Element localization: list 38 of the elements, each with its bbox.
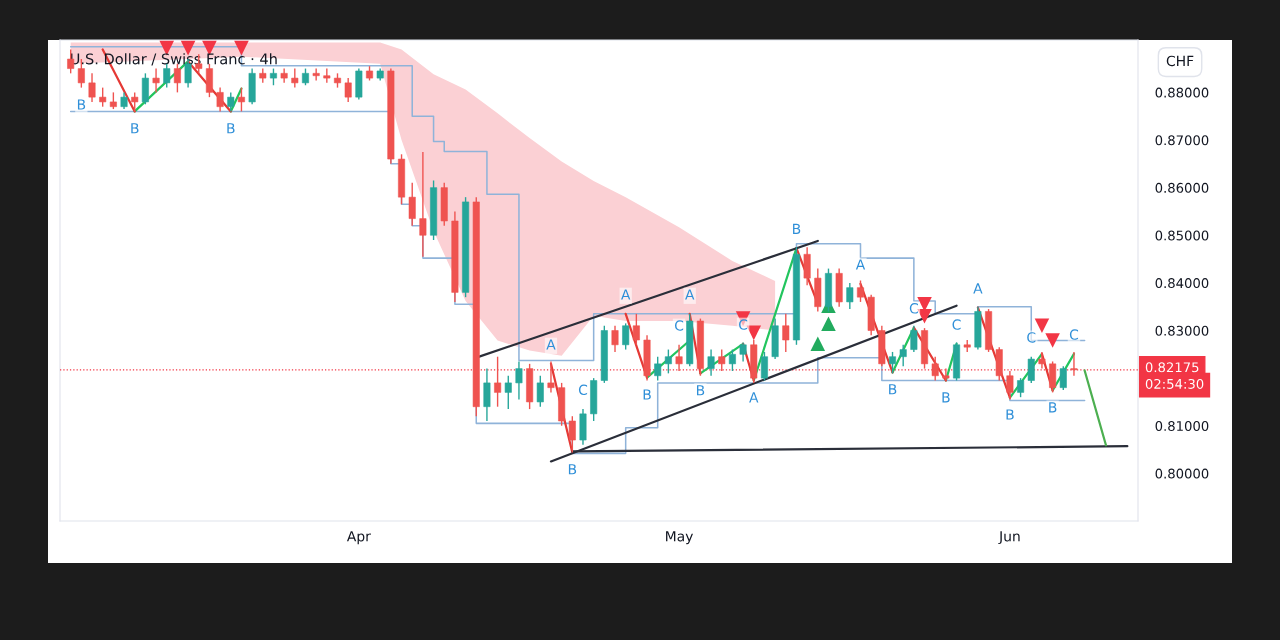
- annotation: B: [77, 99, 86, 110]
- x-tick-label: Jun: [998, 531, 1020, 545]
- x-tick-label: Apr: [346, 531, 371, 545]
- annotation: C: [909, 303, 918, 314]
- annotation: C: [1027, 332, 1036, 343]
- annotation: A: [685, 289, 695, 300]
- ref-line-label: 0.82175: [1145, 362, 1199, 373]
- text: 02:54:30: [1145, 378, 1204, 389]
- annotation: C: [952, 319, 961, 330]
- y-tick-label: 0.87000: [1155, 135, 1209, 146]
- y-tick-label: 0.85000: [1155, 230, 1209, 241]
- annotation: C: [578, 384, 588, 396]
- annotation: B: [793, 223, 801, 234]
- annotation: A: [749, 392, 759, 403]
- annotation: B: [131, 123, 139, 134]
- y-tick-label: 0.83000: [1155, 325, 1209, 336]
- annotation: B: [643, 389, 651, 400]
- annotation: C: [1069, 329, 1079, 340]
- y-tick-label: 0.86000: [1155, 182, 1209, 193]
- y-axis-title: CHF: [1166, 55, 1194, 67]
- annotation: B: [1006, 409, 1014, 420]
- annotation: A: [855, 259, 866, 270]
- annotation: B: [696, 385, 705, 396]
- annotation: B: [227, 123, 235, 134]
- annotation: B: [942, 392, 950, 403]
- x-tick-label: May: [666, 531, 693, 545]
- annotation: C: [674, 320, 684, 331]
- y-tick-label: 0.80000: [1155, 468, 1209, 479]
- annotation: A: [621, 289, 631, 300]
- annotation: C: [739, 319, 748, 330]
- annotation: B: [1049, 402, 1057, 413]
- annotation: B: [568, 464, 577, 475]
- annotation: A: [973, 283, 983, 294]
- annotation: A: [546, 339, 556, 350]
- y-tick-label: 0.81000: [1155, 420, 1209, 431]
- y-tick-label: 0.88000: [1155, 87, 1209, 98]
- annotation: B: [889, 384, 897, 395]
- y-tick-label: 0.84000: [1155, 278, 1209, 289]
